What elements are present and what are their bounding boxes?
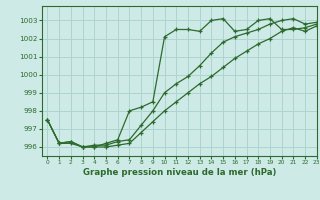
X-axis label: Graphe pression niveau de la mer (hPa): Graphe pression niveau de la mer (hPa)	[83, 168, 276, 177]
